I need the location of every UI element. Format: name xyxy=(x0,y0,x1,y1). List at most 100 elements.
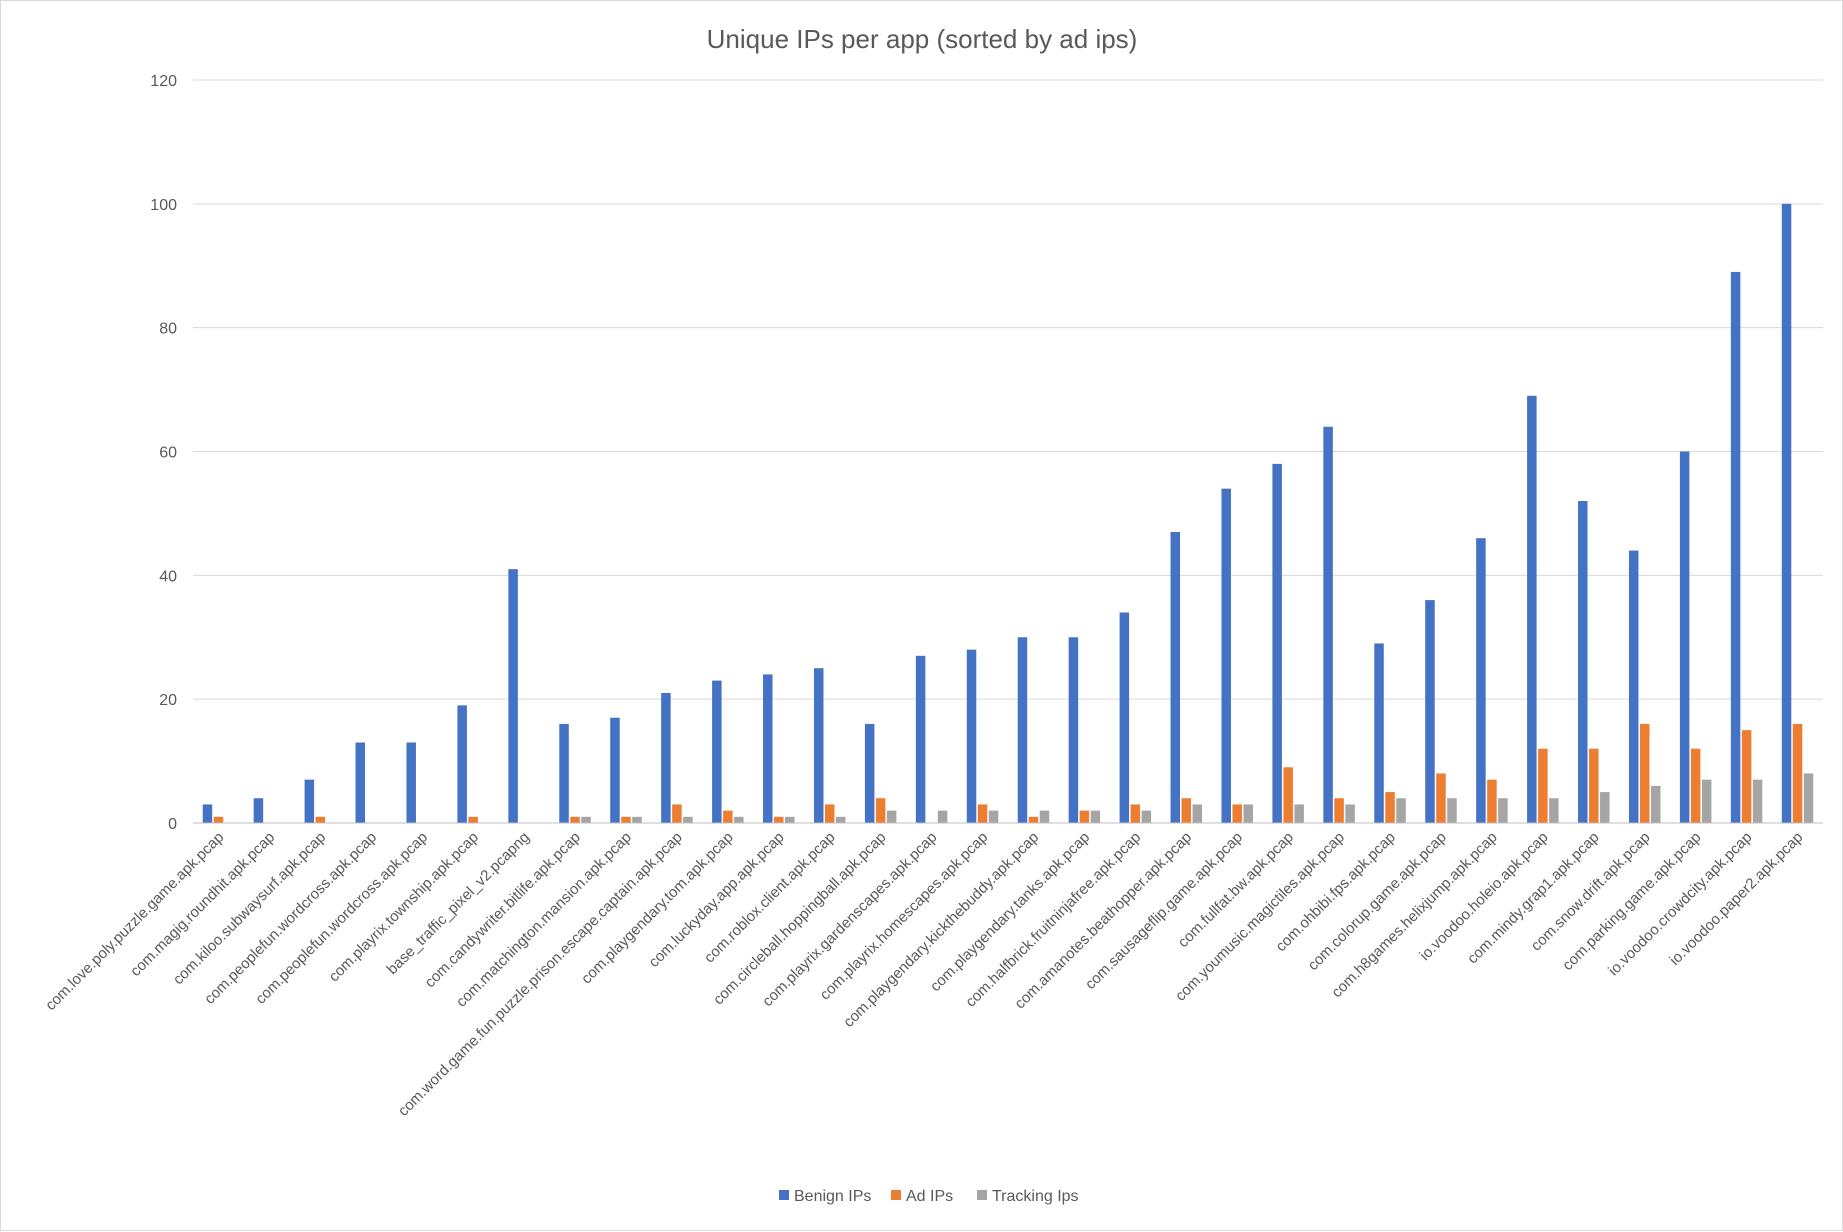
bar-ad-ips xyxy=(1690,748,1701,823)
bars xyxy=(202,203,1814,824)
bar-tracking-ips xyxy=(937,810,948,823)
bar-ad-ips xyxy=(1741,730,1752,823)
bar-benign-ips xyxy=(661,692,671,823)
bar-tracking-ips xyxy=(1803,773,1814,823)
y-tick-label: 120 xyxy=(150,73,177,90)
bar-ad-ips xyxy=(621,816,631,823)
bar-benign-ips xyxy=(1425,600,1435,823)
bar-tracking-ips xyxy=(785,816,795,823)
bar-ad-ips xyxy=(1792,723,1803,823)
y-tick-label: 20 xyxy=(159,692,177,709)
legend-label: Ad IPs xyxy=(906,1188,953,1205)
bar-ad-ips xyxy=(1181,798,1192,823)
bar-ad-ips xyxy=(213,816,224,823)
bar-tracking-ips xyxy=(1396,798,1406,823)
legend-swatch xyxy=(779,1190,789,1200)
bar-ad-ips xyxy=(1130,804,1141,823)
y-tick-label: 0 xyxy=(168,816,177,833)
bar-tracking-ips xyxy=(581,816,591,823)
bar-benign-ips xyxy=(508,569,518,823)
bar-tracking-ips xyxy=(835,816,846,823)
bar-tracking-ips xyxy=(1600,792,1610,823)
bar-tracking-ips xyxy=(886,810,897,823)
bar-tracking-ips xyxy=(1498,798,1508,823)
bar-benign-ips xyxy=(1221,488,1231,823)
bar-benign-ips xyxy=(712,680,722,823)
bar-tracking-ips xyxy=(1294,804,1304,823)
gridlines xyxy=(193,79,1823,700)
bar-ad-ips xyxy=(1639,723,1650,823)
bar-benign-ips xyxy=(1272,463,1282,823)
legend-label: Tracking Ips xyxy=(992,1188,1079,1205)
bar-ad-ips xyxy=(774,816,784,823)
bar-benign-ips xyxy=(610,717,620,823)
legend-swatch xyxy=(891,1190,901,1200)
bar-ad-ips xyxy=(672,804,682,823)
bar-benign-ips xyxy=(1476,538,1486,823)
legend: Benign IPs Ad IPs Tracking Ips xyxy=(779,1188,1079,1205)
bar-benign-ips xyxy=(1017,637,1028,823)
bar-benign-ips xyxy=(457,705,467,823)
bar-ad-ips xyxy=(1334,798,1344,823)
bar-benign-ips xyxy=(1781,203,1792,824)
bar-tracking-ips xyxy=(1752,779,1763,823)
y-tick-label: 100 xyxy=(150,197,177,214)
bar-tracking-ips xyxy=(1039,810,1050,823)
bar-ad-ips xyxy=(977,804,988,823)
bar-benign-ips xyxy=(253,798,264,823)
bar-benign-ips xyxy=(966,649,977,823)
bar-benign-ips xyxy=(864,723,875,823)
bar-benign-ips xyxy=(1323,426,1333,823)
bar-ad-ips xyxy=(1028,816,1039,823)
bar-tracking-ips xyxy=(632,816,642,823)
legend-item: Benign IPs xyxy=(779,1188,871,1205)
bar-benign-ips xyxy=(813,668,824,823)
bar-tracking-ips xyxy=(1243,804,1253,823)
x-tick-label: com.love.poly.puzzle.game.apk.pcap xyxy=(42,829,227,1014)
bar-ad-ips xyxy=(875,798,886,823)
bar-ad-ips xyxy=(1436,773,1446,823)
bar-ad-ips xyxy=(1487,779,1497,823)
bar-tracking-ips xyxy=(683,816,693,823)
bar-benign-ips xyxy=(1578,501,1588,823)
bar-tracking-ips xyxy=(1447,798,1457,823)
bar-ad-ips xyxy=(1385,792,1395,823)
bar-benign-ips xyxy=(202,804,213,823)
bar-tracking-ips xyxy=(1141,810,1152,823)
bar-benign-ips xyxy=(763,674,773,823)
bar-benign-ips xyxy=(915,655,926,823)
x-axis-ticks: com.love.poly.puzzle.game.apk.pcapcom.ma… xyxy=(42,829,1806,1120)
bar-tracking-ips xyxy=(988,810,999,823)
y-tick-label: 40 xyxy=(159,568,177,585)
bar-ad-ips xyxy=(824,804,835,823)
bar-benign-ips xyxy=(1679,451,1690,823)
bar-tracking-ips xyxy=(1345,804,1355,823)
bar-tracking-ips xyxy=(1650,785,1661,823)
bar-benign-ips xyxy=(1170,531,1181,823)
bar-ad-ips xyxy=(1079,810,1090,823)
y-axis-ticks: 0 20 40 60 80 100 120 xyxy=(150,73,177,833)
bar-ad-ips xyxy=(315,816,326,823)
legend-label: Benign IPs xyxy=(794,1188,871,1205)
y-tick-label: 60 xyxy=(159,445,177,462)
bar-benign-ips xyxy=(1374,643,1384,823)
bar-benign-ips xyxy=(355,742,366,823)
legend-swatch xyxy=(977,1190,987,1200)
bar-tracking-ips xyxy=(734,816,744,823)
bar-benign-ips xyxy=(1730,271,1741,824)
bar-tracking-ips xyxy=(1701,779,1712,823)
y-tick-label: 80 xyxy=(159,321,177,338)
bar-ad-ips xyxy=(723,810,733,823)
bar-ad-ips xyxy=(468,816,478,823)
bar-benign-ips xyxy=(1119,612,1130,823)
bar-benign-ips xyxy=(1068,637,1079,823)
legend-item: Ad IPs xyxy=(891,1188,953,1205)
bar-benign-ips xyxy=(559,723,569,823)
bar-ad-ips xyxy=(1283,767,1293,823)
bar-ad-ips xyxy=(1232,804,1242,823)
bar-ad-ips xyxy=(570,816,580,823)
chart-title: Unique IPs per app (sorted by ad ips) xyxy=(707,24,1138,54)
bar-tracking-ips xyxy=(1549,798,1559,823)
